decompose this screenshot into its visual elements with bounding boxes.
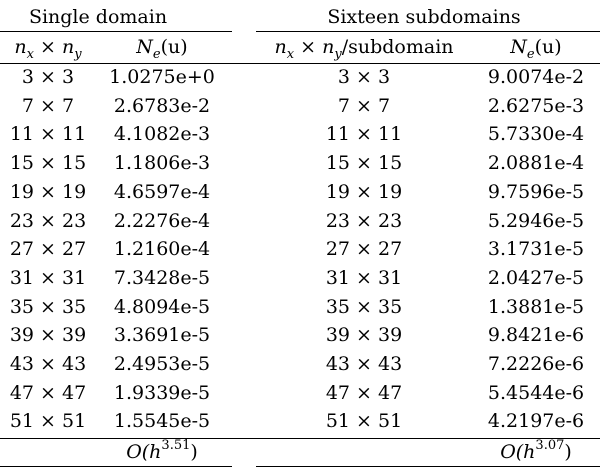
- column-header-error-single: Ne(u): [136, 36, 188, 62]
- cell-error-sixteen: 5.7330e-4: [487, 123, 585, 146]
- footer-rule: [0, 438, 600, 439]
- cell-grid-single: 43 × 43: [9, 353, 87, 375]
- cell-error-single: 1.0275e+0: [109, 66, 215, 88]
- cell-error-single: 1.5545e-5: [113, 410, 211, 433]
- cell-grid-sixteen: 11 × 11: [325, 123, 403, 146]
- cell-grid-sixteen: 35 × 35: [325, 295, 403, 318]
- column-header-grid-sixteen: nx × ny/subdomain: [274, 36, 454, 62]
- cell-grid-sixteen: 19 × 19: [325, 180, 403, 203]
- cell-error-sixteen: 3.1731e-5: [487, 238, 585, 261]
- cell-error-single: 1.9339e-5: [113, 381, 211, 404]
- cell-error-sixteen: 9.7596e-5: [487, 180, 585, 203]
- cell-grid-single: 39 × 39: [9, 324, 87, 347]
- group-header-single-domain: Single domain: [28, 6, 168, 28]
- cell-grid-sixteen: 23 × 23: [325, 209, 403, 232]
- cell-grid-single: 11 × 11: [9, 123, 87, 146]
- cell-grid-sixteen: 31 × 31: [325, 266, 403, 289]
- cell-grid-sixteen: 27 × 27: [325, 238, 403, 261]
- cell-grid-sixteen: 7 × 7: [337, 94, 391, 117]
- cell-grid-single: 31 × 31: [9, 266, 87, 289]
- cell-error-sixteen: 4.2197e-6: [487, 410, 585, 433]
- cell-error-single: 1.1806e-3: [113, 152, 211, 175]
- cell-grid-single: 27 × 27: [9, 238, 87, 261]
- convergence-rate-sixteen: O(h3.07): [500, 437, 572, 463]
- cell-error-sixteen: 7.2226e-6: [487, 353, 585, 375]
- cell-grid-single: 23 × 23: [9, 209, 87, 232]
- cell-grid-single: 3 × 3: [21, 66, 75, 88]
- cell-error-single: 4.8094e-5: [113, 295, 211, 318]
- cell-error-single: 2.2276e-4: [113, 209, 211, 232]
- cell-grid-sixteen: 47 × 47: [325, 381, 403, 404]
- column-header-error-sixteen: Ne(u): [510, 36, 562, 62]
- bottom-rule-single: [0, 466, 232, 467]
- cell-grid-single: 7 × 7: [21, 94, 75, 117]
- cell-error-single: 3.3691e-5: [113, 324, 211, 347]
- cell-grid-sixteen: 51 × 51: [325, 410, 403, 433]
- cell-grid-sixteen: 39 × 39: [325, 324, 403, 347]
- cell-error-sixteen: 1.3881e-5: [487, 295, 585, 318]
- cell-error-sixteen: 5.2946e-5: [487, 209, 585, 232]
- cell-grid-single: 19 × 19: [9, 180, 87, 203]
- cell-error-single: 7.3428e-5: [113, 266, 211, 289]
- column-header-grid-single: nx × ny: [14, 36, 82, 62]
- cell-grid-sixteen: 3 × 3: [337, 66, 391, 88]
- cell-error-single: 2.6783e-2: [113, 94, 211, 117]
- cell-error-sixteen: 2.0881e-4: [487, 152, 585, 175]
- cell-grid-sixteen: 15 × 15: [325, 152, 403, 175]
- group-rule-single: [0, 31, 232, 32]
- cell-error-single: 1.2160e-4: [113, 238, 211, 261]
- cell-error-sixteen: 2.0427e-5: [487, 266, 585, 289]
- cell-error-single: 4.6597e-4: [113, 180, 211, 203]
- header-rule: [0, 63, 600, 64]
- cell-grid-sixteen: 43 × 43: [325, 353, 403, 375]
- cell-grid-single: 47 × 47: [9, 381, 87, 404]
- bottom-rule-sixteen: [256, 466, 600, 467]
- cell-error-sixteen: 2.6275e-3: [487, 94, 585, 117]
- cell-grid-single: 35 × 35: [9, 295, 87, 318]
- cell-grid-single: 15 × 15: [9, 152, 87, 175]
- cell-error-sixteen: 5.4544e-6: [487, 381, 585, 404]
- cell-error-single: 4.1082e-3: [113, 123, 211, 146]
- group-header-sixteen-subdomains: Sixteen subdomains: [327, 6, 521, 28]
- convergence-rate-single: O(h3.51): [126, 437, 198, 463]
- cell-error-sixteen: 9.0074e-2: [487, 66, 585, 88]
- cell-grid-single: 51 × 51: [9, 410, 87, 433]
- cell-error-single: 2.4953e-5: [113, 353, 211, 375]
- group-rule-sixteen: [256, 31, 600, 32]
- cell-error-sixteen: 9.8421e-6: [487, 324, 585, 347]
